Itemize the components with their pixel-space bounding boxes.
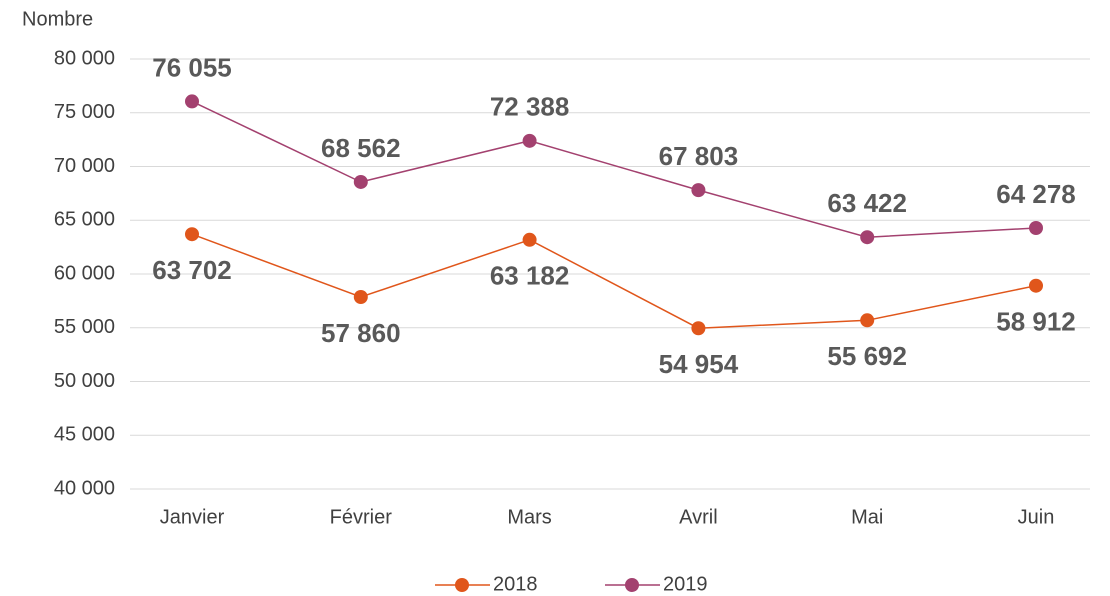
data-point bbox=[860, 313, 875, 328]
y-tick-label: 50 000 bbox=[54, 370, 115, 392]
y-tick-label: 60 000 bbox=[54, 262, 115, 284]
data-point bbox=[353, 174, 368, 189]
data-point bbox=[185, 94, 199, 109]
x-tick-label: Avril bbox=[679, 506, 718, 528]
legend-label: 2018 bbox=[493, 573, 538, 595]
data-label: 54 954 bbox=[659, 349, 739, 379]
series-line bbox=[191, 100, 1037, 238]
y-tick-label: 75 000 bbox=[54, 101, 115, 123]
legend-marker bbox=[455, 578, 469, 592]
data-point bbox=[522, 232, 537, 247]
y-tick-label: 55 000 bbox=[54, 316, 115, 338]
data-label: 72 388 bbox=[490, 92, 570, 122]
data-point bbox=[185, 227, 199, 242]
data-point bbox=[691, 183, 706, 198]
legend-marker bbox=[625, 578, 639, 592]
data-point bbox=[522, 133, 537, 148]
y-tick-label: 40 000 bbox=[54, 477, 115, 499]
y-tick-label: 70 000 bbox=[54, 155, 115, 177]
data-label: 67 803 bbox=[659, 141, 739, 171]
data-label: 76 055 bbox=[152, 52, 232, 82]
y-tick-label: 45 000 bbox=[54, 424, 115, 446]
data-label: 58 912 bbox=[996, 307, 1076, 337]
x-tick-label: Mai bbox=[851, 506, 883, 528]
series-line bbox=[191, 233, 1037, 329]
data-label: 68 562 bbox=[321, 133, 401, 163]
data-label: 64 278 bbox=[996, 179, 1076, 209]
x-tick-label: Janvier bbox=[160, 506, 225, 528]
data-point bbox=[1029, 278, 1043, 293]
data-label: 57 860 bbox=[321, 318, 401, 348]
data-point bbox=[1029, 221, 1043, 236]
data-point bbox=[353, 290, 368, 305]
y-axis-label: Nombre bbox=[22, 8, 93, 30]
legend-label: 2019 bbox=[663, 573, 708, 595]
data-point bbox=[691, 321, 706, 336]
data-point bbox=[860, 230, 875, 245]
x-tick-label: Février bbox=[330, 506, 393, 528]
data-label: 63 422 bbox=[827, 188, 907, 218]
data-label: 63 182 bbox=[490, 261, 570, 291]
y-tick-label: 65 000 bbox=[54, 209, 115, 231]
data-label: 63 702 bbox=[152, 255, 232, 285]
data-label: 55 692 bbox=[827, 341, 907, 371]
y-tick-label: 80 000 bbox=[54, 47, 115, 69]
x-tick-label: Mars bbox=[507, 506, 551, 528]
x-tick-label: Juin bbox=[1018, 506, 1055, 528]
